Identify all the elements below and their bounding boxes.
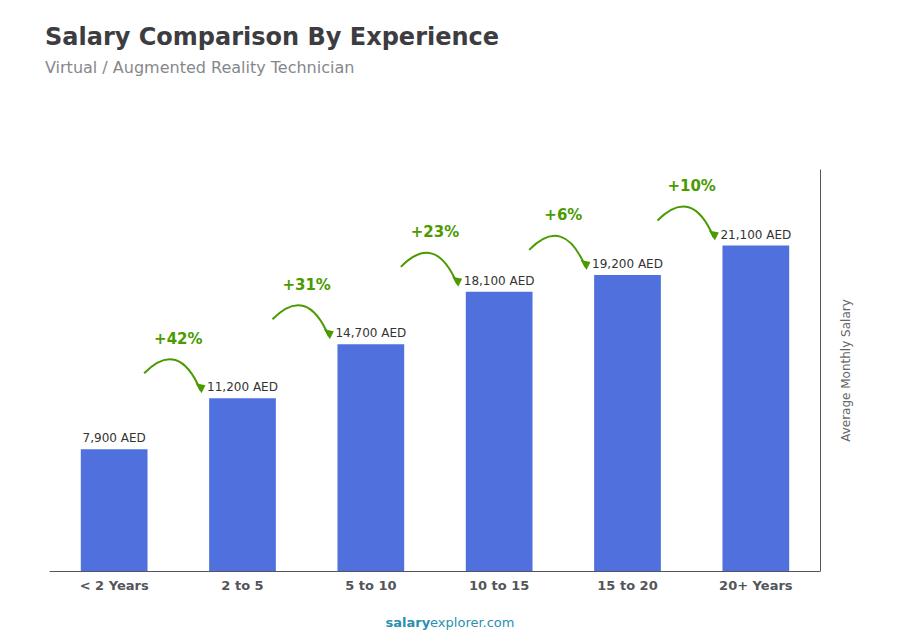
svg-text:+31%: +31% bbox=[282, 276, 330, 294]
svg-text:19,200 AED: 19,200 AED bbox=[592, 257, 663, 271]
svg-text:Salary Comparison By Experienc: Salary Comparison By Experience bbox=[45, 23, 499, 51]
svg-text:Average Monthly Salary: Average Monthly Salary bbox=[839, 299, 853, 442]
svg-text:+10%: +10% bbox=[667, 177, 715, 195]
svg-text:11,200 AED: 11,200 AED bbox=[207, 380, 278, 394]
svg-text:< 2 Years: < 2 Years bbox=[80, 578, 149, 593]
svg-text:+23%: +23% bbox=[411, 223, 459, 241]
svg-text:salary: salary bbox=[385, 615, 430, 630]
svg-text:18,100 AED: 18,100 AED bbox=[464, 274, 535, 288]
svg-text:20+ Years: 20+ Years bbox=[719, 578, 793, 593]
svg-text:2 to 5: 2 to 5 bbox=[221, 578, 263, 593]
svg-text:explorer.com: explorer.com bbox=[430, 615, 514, 630]
svg-text:+6%: +6% bbox=[544, 206, 582, 224]
svg-text:21,100 AED: 21,100 AED bbox=[720, 228, 791, 242]
svg-text:5 to 10: 5 to 10 bbox=[345, 578, 396, 593]
svg-text:+42%: +42% bbox=[154, 330, 202, 348]
svg-text:10 to 15: 10 to 15 bbox=[469, 578, 529, 593]
svg-text:Virtual / Augmented Reality Te: Virtual / Augmented Reality Technician bbox=[45, 58, 354, 77]
svg-text:7,900 AED: 7,900 AED bbox=[83, 431, 146, 445]
svg-text:14,700 AED: 14,700 AED bbox=[335, 326, 406, 340]
svg-text:15 to 20: 15 to 20 bbox=[597, 578, 657, 593]
